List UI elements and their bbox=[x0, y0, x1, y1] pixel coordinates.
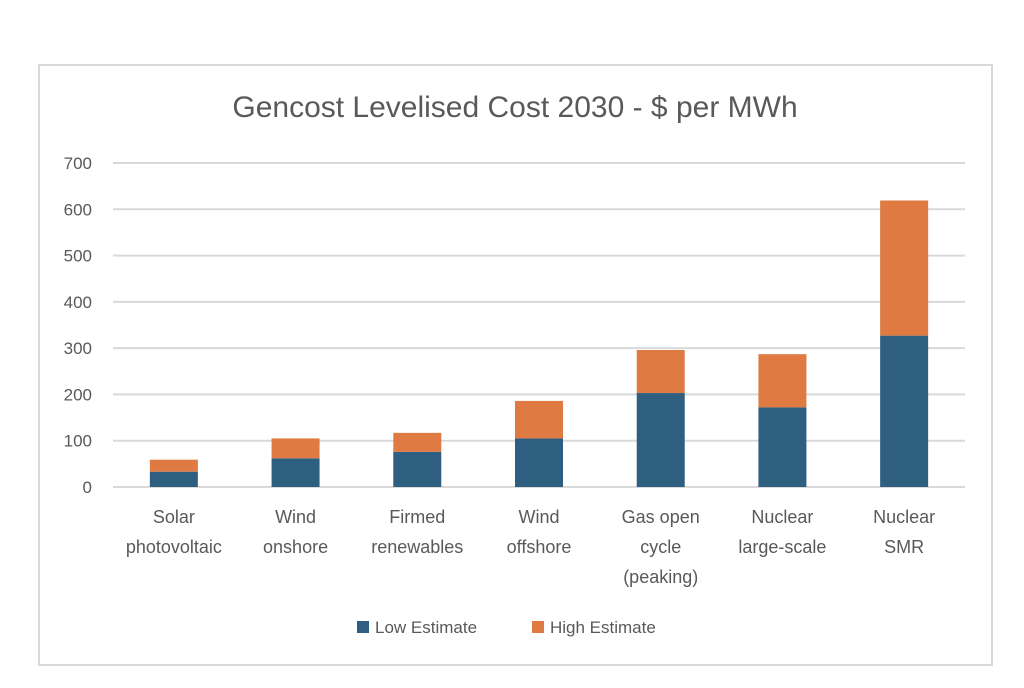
x-category-label: Nuclear bbox=[751, 507, 813, 527]
bar-high-estimate bbox=[393, 432, 442, 452]
bar-high-estimate bbox=[515, 400, 563, 439]
x-category-label: SMR bbox=[884, 537, 924, 557]
bar-high-estimate bbox=[149, 459, 198, 472]
x-category-label: Wind bbox=[518, 507, 559, 527]
legend-swatch bbox=[357, 621, 369, 633]
x-category-label: Solar bbox=[153, 507, 195, 527]
bar-low-estimate bbox=[880, 335, 929, 487]
bar-low-estimate bbox=[636, 393, 685, 487]
bar-low-estimate bbox=[271, 458, 320, 487]
chart-frame bbox=[38, 64, 993, 666]
x-category-label: large-scale bbox=[738, 537, 826, 557]
x-category-label: Wind bbox=[275, 507, 316, 527]
x-category-label: Nuclear bbox=[873, 507, 935, 527]
x-category-label: renewables bbox=[371, 537, 463, 557]
bar-high-estimate bbox=[758, 354, 807, 408]
bar-high-estimate bbox=[271, 438, 320, 459]
legend-label: High Estimate bbox=[550, 618, 656, 637]
x-category-label: Firmed bbox=[389, 507, 445, 527]
legend-label: Low Estimate bbox=[375, 618, 477, 637]
chart-title: Gencost Levelised Cost 2030 - $ per MWh bbox=[232, 91, 797, 124]
y-tick-label: 600 bbox=[64, 200, 92, 219]
y-tick-label: 500 bbox=[64, 247, 92, 266]
x-category-label: (peaking) bbox=[623, 567, 698, 587]
x-category-label: Gas open bbox=[622, 507, 700, 527]
legend-swatch bbox=[532, 621, 544, 633]
x-category-label: cycle bbox=[640, 537, 681, 557]
x-category-label: onshore bbox=[263, 537, 328, 557]
x-category-label: offshore bbox=[507, 537, 572, 557]
y-tick-label: 100 bbox=[64, 432, 92, 451]
bar-low-estimate bbox=[393, 451, 442, 487]
y-tick-label: 700 bbox=[64, 154, 92, 173]
bar-low-estimate bbox=[149, 471, 198, 487]
y-tick-label: 0 bbox=[83, 478, 92, 497]
y-tick-label: 400 bbox=[64, 293, 92, 312]
y-tick-label: 300 bbox=[64, 339, 92, 358]
x-category-label: photovoltaic bbox=[126, 537, 222, 557]
bar-high-estimate bbox=[880, 200, 929, 336]
bar-high-estimate bbox=[636, 349, 685, 394]
y-tick-label: 200 bbox=[64, 385, 92, 404]
bar-low-estimate bbox=[515, 438, 563, 487]
bar-low-estimate bbox=[758, 407, 807, 487]
